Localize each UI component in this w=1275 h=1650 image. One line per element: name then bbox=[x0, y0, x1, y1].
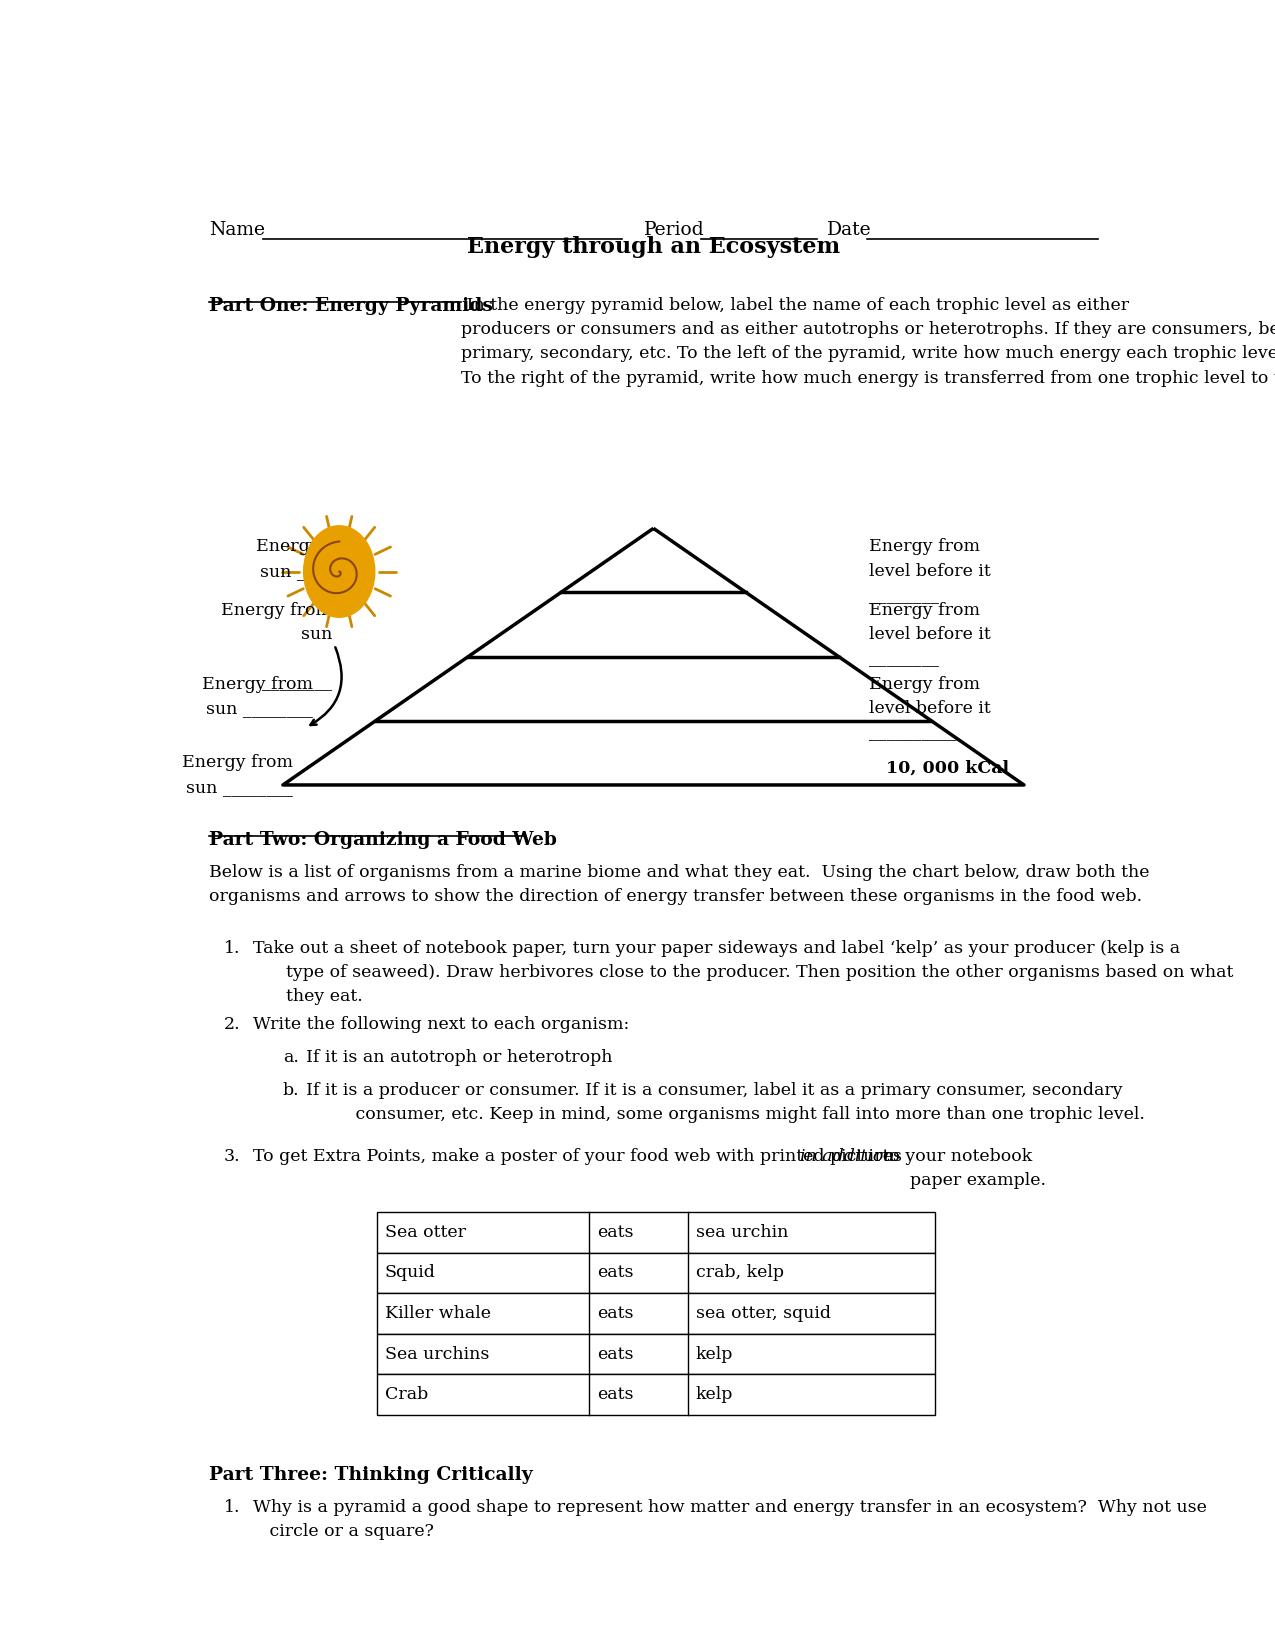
Text: Date: Date bbox=[827, 221, 872, 239]
Text: Killer whale: Killer whale bbox=[385, 1305, 491, 1322]
Text: Energy from
sun

________: Energy from sun ________ bbox=[222, 602, 333, 691]
Text: Energy from
level before it
__________: Energy from level before it __________ bbox=[868, 676, 991, 741]
Bar bbox=[377, 1333, 935, 1374]
Text: crab, kelp: crab, kelp bbox=[696, 1264, 784, 1282]
Text: To get Extra Points, make a poster of your food web with printed pictures: To get Extra Points, make a poster of yo… bbox=[254, 1148, 908, 1165]
Text: sea otter, squid: sea otter, squid bbox=[696, 1305, 831, 1322]
Text: Crab: Crab bbox=[385, 1386, 428, 1402]
Text: b.: b. bbox=[283, 1082, 300, 1099]
Text: sea urchin: sea urchin bbox=[696, 1224, 788, 1241]
Text: Write the following next to each organism:: Write the following next to each organis… bbox=[254, 1016, 630, 1033]
Text: Name: Name bbox=[209, 221, 265, 239]
Text: a.: a. bbox=[283, 1049, 298, 1066]
Text: kelp: kelp bbox=[696, 1386, 733, 1402]
Text: eats: eats bbox=[597, 1386, 634, 1402]
Bar bbox=[377, 1374, 935, 1416]
Text: If it is an autotroph or heterotroph: If it is an autotroph or heterotroph bbox=[306, 1049, 612, 1066]
Text: Take out a sheet of notebook paper, turn your paper sideways and label ‘kelp’ as: Take out a sheet of notebook paper, turn… bbox=[254, 940, 1234, 1005]
Text: Part One: Energy Pyramids: Part One: Energy Pyramids bbox=[209, 297, 492, 315]
Text: Why is a pyramid a good shape to represent how matter and energy transfer in an : Why is a pyramid a good shape to represe… bbox=[254, 1498, 1207, 1539]
Text: Squid: Squid bbox=[385, 1264, 436, 1282]
Text: Energy from
level before it
________: Energy from level before it ________ bbox=[868, 602, 991, 667]
Text: In the energy pyramid below, label the name of each trophic level as either
prod: In the energy pyramid below, label the n… bbox=[460, 297, 1275, 386]
Text: eats: eats bbox=[597, 1224, 634, 1241]
Text: Energy through an Ecosystem: Energy through an Ecosystem bbox=[467, 236, 840, 257]
Text: Part Two: Organizing a Food Web: Part Two: Organizing a Food Web bbox=[209, 830, 557, 848]
Text: Energy from
level before it
________: Energy from level before it ________ bbox=[868, 538, 991, 604]
Text: 10, 000 kCal: 10, 000 kCal bbox=[886, 759, 1009, 777]
Text: 2.: 2. bbox=[223, 1016, 240, 1033]
Text: kelp: kelp bbox=[696, 1346, 733, 1363]
Text: eats: eats bbox=[597, 1346, 634, 1363]
Bar bbox=[377, 1294, 935, 1333]
Text: eats: eats bbox=[597, 1305, 634, 1322]
Text: in addition: in addition bbox=[799, 1148, 894, 1165]
Text: Period: Period bbox=[644, 221, 704, 239]
Text: Sea otter: Sea otter bbox=[385, 1224, 465, 1241]
Text: If it is a producer or consumer. If it is a consumer, label it as a primary cons: If it is a producer or consumer. If it i… bbox=[306, 1082, 1145, 1124]
Text: Energy from
sun ________: Energy from sun ________ bbox=[256, 538, 367, 579]
Circle shape bbox=[303, 526, 375, 617]
Text: Part Three: Thinking Critically: Part Three: Thinking Critically bbox=[209, 1465, 533, 1483]
Text: Energy from
sun ________: Energy from sun ________ bbox=[182, 754, 293, 795]
Text: 3.: 3. bbox=[223, 1148, 240, 1165]
Text: 1.: 1. bbox=[223, 1498, 240, 1516]
Bar bbox=[377, 1211, 935, 1252]
Text: Below is a list of organisms from a marine biome and what they eat.  Using the c: Below is a list of organisms from a mari… bbox=[209, 863, 1149, 904]
Text: 1.: 1. bbox=[223, 940, 240, 957]
Text: Energy from
sun ________: Energy from sun ________ bbox=[201, 676, 312, 716]
Bar bbox=[377, 1252, 935, 1294]
Text: to your notebook
      paper example.: to your notebook paper example. bbox=[877, 1148, 1046, 1190]
Text: eats: eats bbox=[597, 1264, 634, 1282]
Text: Sea urchins: Sea urchins bbox=[385, 1346, 490, 1363]
